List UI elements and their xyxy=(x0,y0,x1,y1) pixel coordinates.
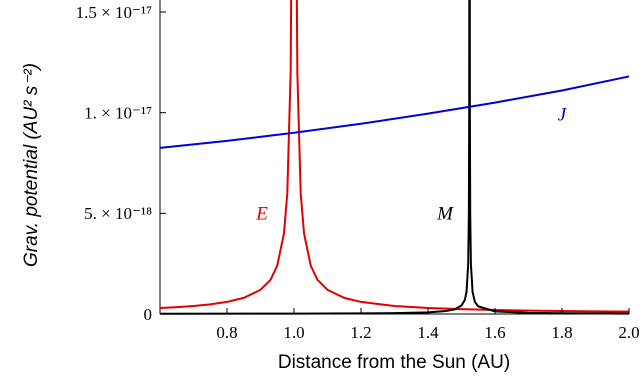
y-tick-label: 0 xyxy=(144,305,153,324)
x-tick-label: 1.6 xyxy=(484,323,505,342)
y-tick-label: 5. × 10⁻¹⁸ xyxy=(84,204,152,223)
x-tick-label: 1.8 xyxy=(551,323,572,342)
x-tick-label: 1.2 xyxy=(350,323,371,342)
series-line xyxy=(160,0,630,313)
x-tick-label: 0.8 xyxy=(216,323,237,342)
x-tick-label: 2.0 xyxy=(618,323,639,342)
series-line xyxy=(160,75,630,149)
x-axis-label: Distance from the Sun (AU) xyxy=(278,352,510,373)
x-tick-label: 1.0 xyxy=(283,323,304,342)
series-label: E xyxy=(255,203,268,224)
series-line xyxy=(160,0,630,315)
series-label: M xyxy=(436,203,454,224)
x-tick-label: 1.4 xyxy=(417,323,439,342)
series-label: J xyxy=(558,104,568,125)
y-axis-label: Grav. potential (AU² s⁻²) xyxy=(21,63,42,267)
plot-area xyxy=(160,0,630,315)
y-tick-label: 1.5 × 10⁻¹⁷ xyxy=(76,3,152,22)
y-tick-label: 1. × 10⁻¹⁷ xyxy=(84,104,152,123)
